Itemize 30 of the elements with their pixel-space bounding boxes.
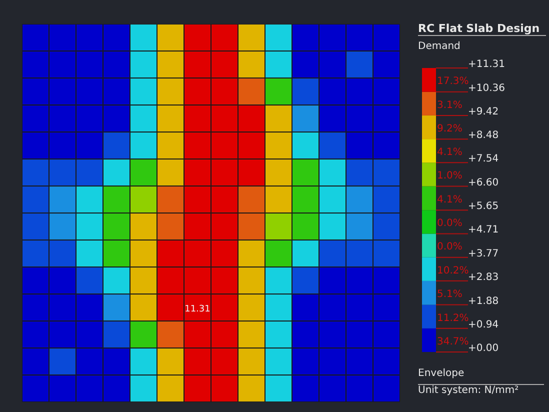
- color-bar-label: +10.36: [468, 82, 506, 94]
- color-bar-label: +2.83: [468, 272, 499, 283]
- text: 1.0%: [437, 170, 462, 182]
- color-bar-label: +0.94: [468, 319, 499, 330]
- text: 17.3%: [437, 76, 469, 87]
- color-bar-title: Demand: [418, 41, 460, 52]
- text: 0.0%: [437, 242, 462, 253]
- text: 34.7%: [437, 336, 469, 348]
- text: 4.1%: [437, 147, 462, 158]
- text: 10.2%: [437, 265, 469, 276]
- color-bar-label: +9.42: [468, 106, 499, 118]
- color-bar-label: +1.88: [468, 296, 499, 307]
- text: 4.1%: [437, 194, 462, 206]
- text: 3.1%: [437, 100, 462, 111]
- text: 11.2%: [437, 312, 469, 324]
- color-bar-label: +3.77: [468, 248, 499, 260]
- color-bar-label: +5.65: [468, 201, 499, 212]
- text: 5.1%: [437, 288, 462, 300]
- color-bar-label: +4.71: [468, 224, 499, 236]
- text: 9.2%: [437, 123, 462, 134]
- color-bar-label: +6.60: [468, 177, 499, 188]
- color-bar-label: +7.54: [468, 154, 499, 165]
- text: Envelope: [418, 368, 466, 379]
- text: 0.0%: [437, 218, 462, 230]
- color-bar-label: +0.00: [468, 343, 499, 354]
- data-label: 11.31: [184, 304, 210, 314]
- text: RC Flat Slab Design: [418, 22, 546, 36]
- text: Unit system: N/mm²: [418, 384, 544, 396]
- color-bar-label: +11.31: [468, 59, 506, 70]
- color-bar-label: +8.48: [468, 130, 499, 142]
